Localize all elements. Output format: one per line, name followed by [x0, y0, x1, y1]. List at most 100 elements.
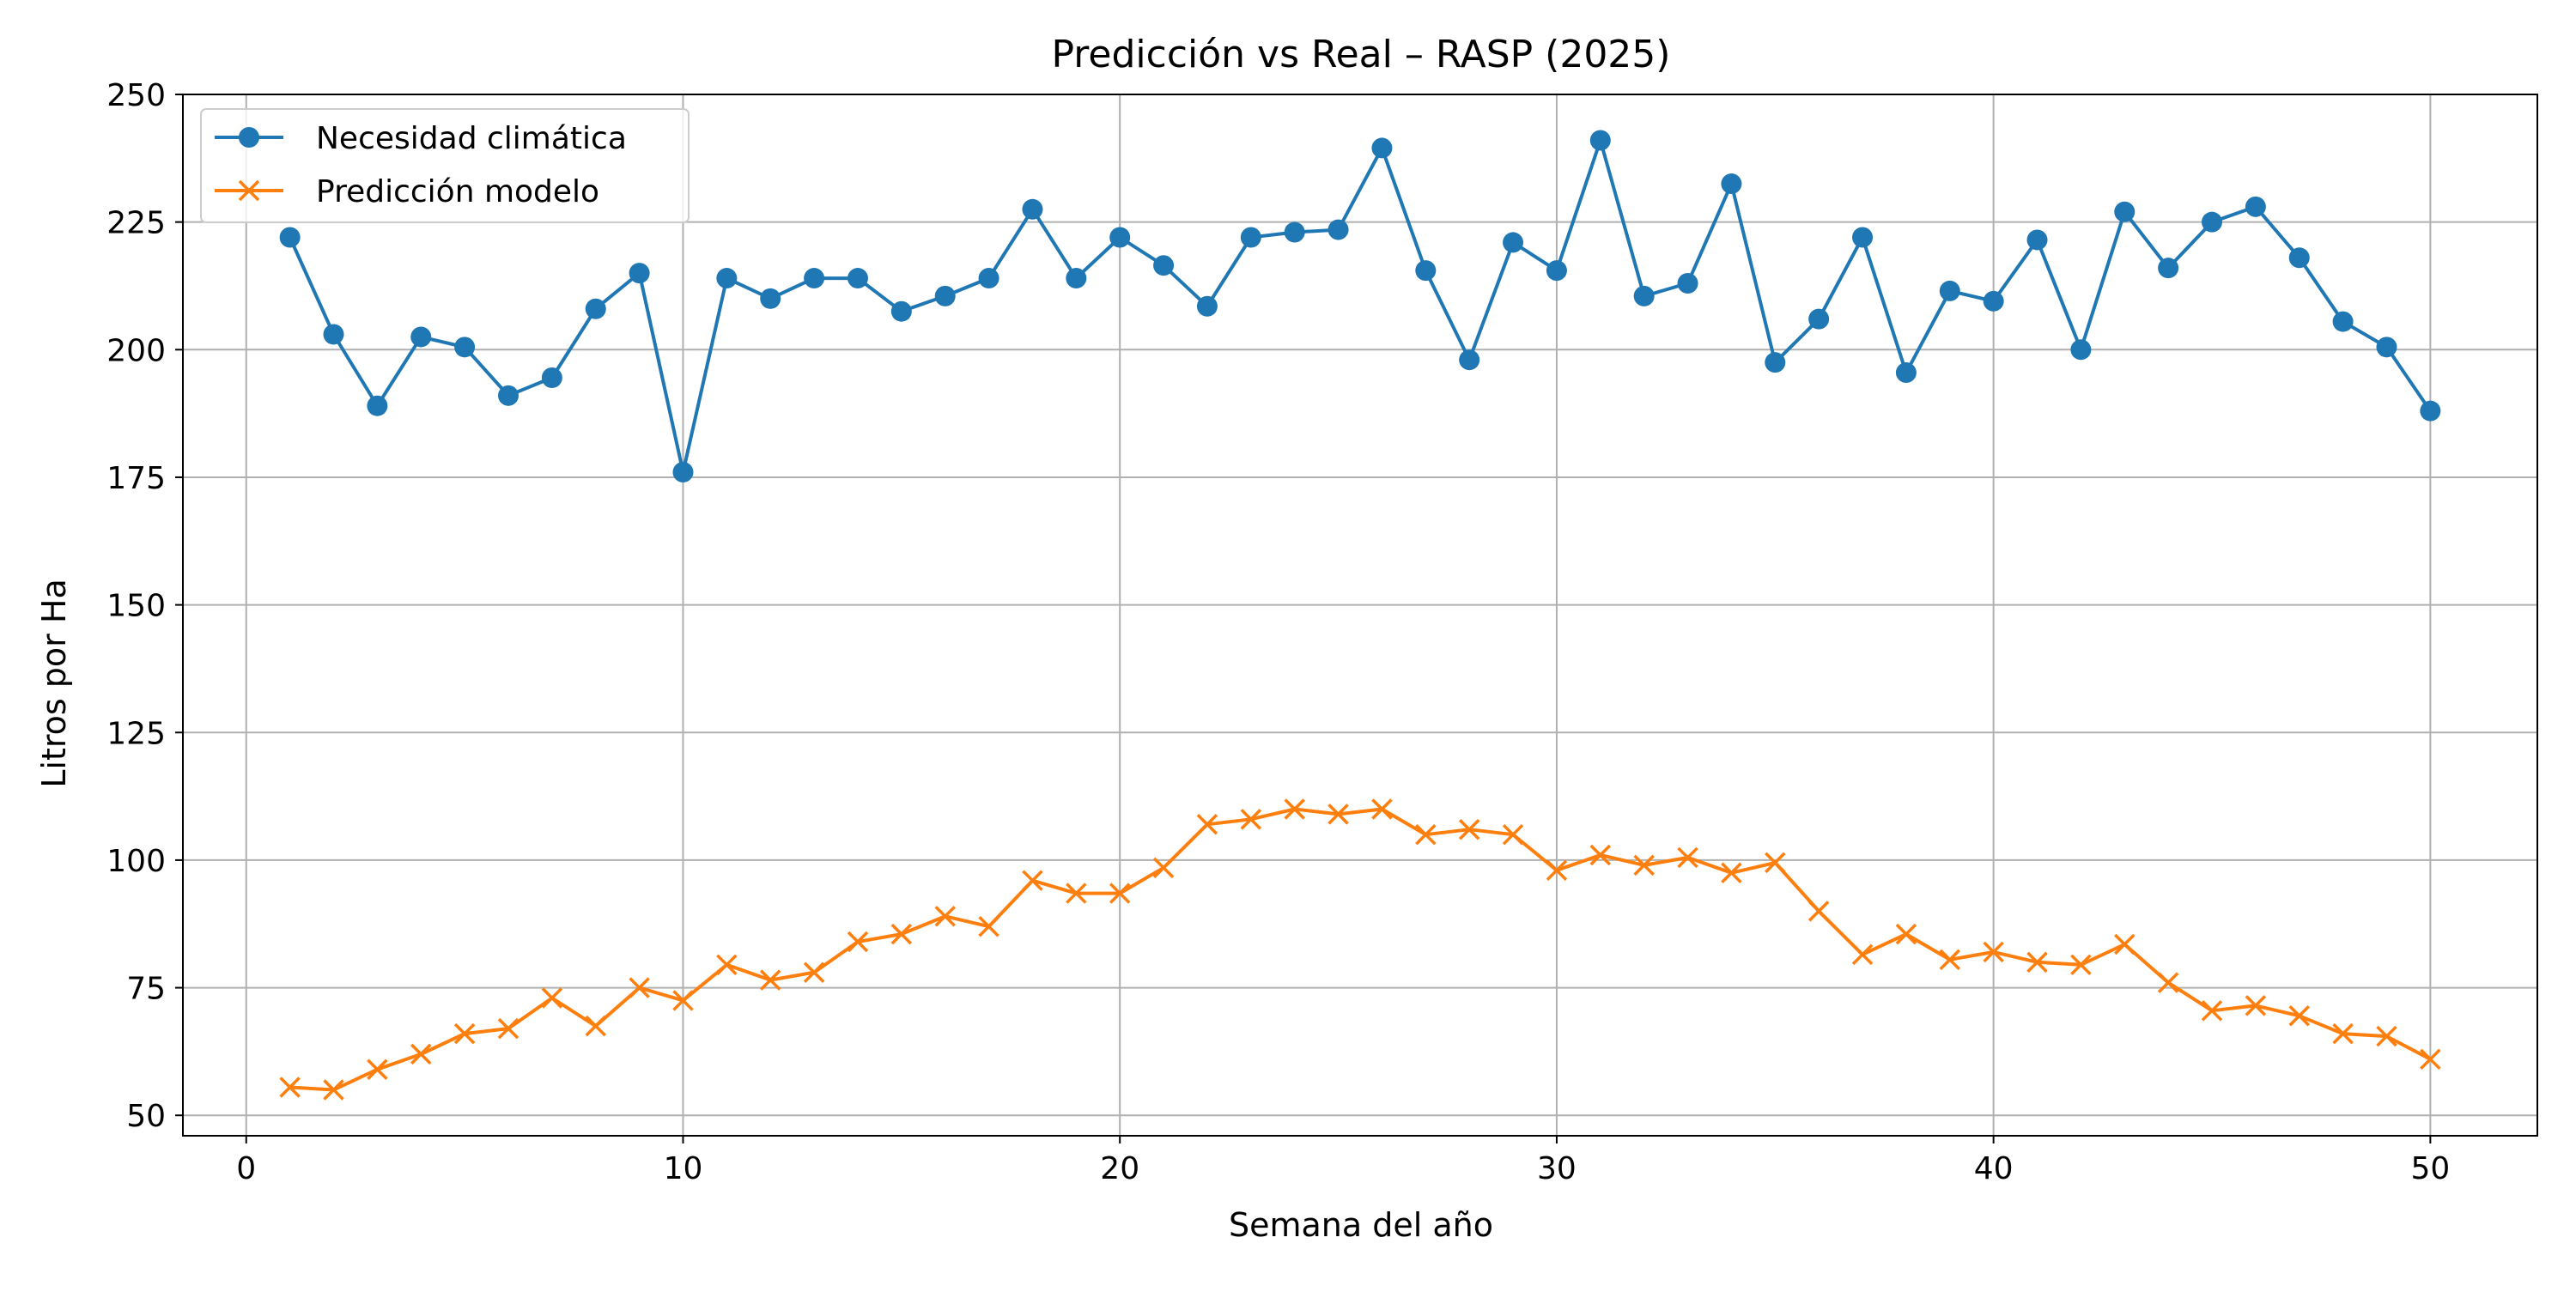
data-point — [367, 1058, 388, 1080]
data-point — [2376, 337, 2397, 358]
data-point — [978, 915, 999, 937]
data-point — [1983, 941, 2004, 963]
marker-stroke — [410, 1043, 432, 1065]
data-point — [497, 1017, 519, 1040]
marker-stroke — [541, 987, 563, 1009]
data-point — [1415, 260, 1437, 282]
legend: Necesidad climática Predicción modelo — [200, 108, 690, 223]
data-point — [541, 987, 563, 1009]
data-point — [2070, 954, 2092, 976]
marker-stroke — [934, 906, 956, 927]
legend-marker — [239, 127, 259, 148]
data-point — [1895, 362, 1917, 384]
data-point — [2332, 311, 2354, 332]
data-point — [1765, 352, 1786, 373]
data-point — [1546, 859, 1568, 882]
marker-stroke — [2157, 972, 2179, 993]
marker-stroke — [2420, 1048, 2441, 1071]
data-point — [1546, 260, 1567, 282]
x-tick-label: 10 — [664, 1151, 703, 1186]
data-point — [2202, 211, 2223, 233]
marker-stroke — [803, 961, 825, 983]
data-point — [1939, 280, 1960, 301]
data-point — [1109, 227, 1131, 248]
y-tick-label: 200 — [106, 333, 166, 368]
data-point — [978, 268, 999, 289]
data-point — [453, 1022, 476, 1045]
data-point — [1895, 923, 1917, 945]
y-tick-label: 150 — [106, 589, 166, 624]
marker-stroke — [1807, 901, 1830, 922]
data-point — [1502, 823, 1524, 846]
data-point — [716, 268, 738, 289]
marker-stroke — [279, 1077, 301, 1098]
y-axis-label: Litros por Ha — [35, 579, 73, 787]
data-point — [323, 324, 344, 345]
marker-stroke — [1066, 883, 1087, 904]
data-point — [804, 268, 825, 289]
data-point — [1589, 130, 1611, 151]
data-point — [1415, 823, 1437, 846]
marker-stroke — [367, 1058, 388, 1080]
series-group — [279, 130, 2441, 1101]
data-point — [1196, 814, 1218, 835]
marker-stroke — [1983, 941, 2004, 963]
data-point — [1721, 173, 1742, 195]
x-axis-label: Semana del año — [1229, 1206, 1493, 1244]
series-2 — [279, 798, 2441, 1101]
marker-stroke — [1109, 883, 1131, 904]
y-tick-label: 125 — [106, 716, 166, 751]
data-point — [760, 288, 781, 309]
data-point — [803, 961, 825, 983]
y-tick-label: 225 — [106, 206, 166, 241]
plot-frame — [182, 94, 2538, 1137]
data-point — [1503, 232, 1524, 253]
marker-stroke — [1022, 870, 1043, 891]
y-tick-label: 175 — [106, 461, 166, 496]
data-point — [1327, 804, 1349, 825]
data-point — [1808, 308, 1830, 330]
data-point — [1196, 295, 1218, 317]
marker-stroke — [238, 179, 260, 202]
marker-stroke — [1851, 943, 1874, 966]
series-line — [289, 807, 2432, 1092]
marker-stroke — [2332, 1022, 2354, 1045]
data-point — [1677, 273, 1698, 294]
data-point — [410, 326, 432, 348]
y-tick-label: 100 — [106, 844, 166, 879]
data-point — [1066, 268, 1087, 289]
data-point — [1240, 227, 1261, 248]
legend-item: Necesidad climática — [215, 121, 627, 156]
data-point — [2245, 995, 2267, 1016]
data-point — [279, 227, 301, 248]
data-point — [2288, 1005, 2310, 1027]
x-tick-label: 30 — [1537, 1151, 1577, 1186]
legend-marker — [238, 179, 260, 202]
data-point — [1152, 857, 1175, 879]
chart-title: Predicción vs Real – RASP (2025) — [1052, 33, 1671, 76]
marker-stroke — [1589, 844, 1612, 866]
data-point — [2376, 1025, 2397, 1047]
marker-stroke — [2201, 1000, 2223, 1022]
data-point — [890, 923, 913, 945]
series-line — [288, 138, 2433, 474]
marker-stroke — [716, 954, 738, 976]
data-point — [1327, 219, 1349, 240]
data-point — [1633, 854, 1655, 876]
marker-stroke — [1458, 818, 1480, 840]
data-point — [1459, 349, 1480, 371]
data-point — [2026, 951, 2048, 974]
marker-stroke — [1327, 804, 1349, 825]
marker-stroke — [847, 931, 869, 953]
data-point — [1284, 798, 1305, 820]
data-point — [1066, 883, 1087, 904]
data-point — [1371, 137, 1393, 159]
marker-stroke — [585, 1015, 606, 1037]
data-point — [1765, 852, 1786, 874]
marker-stroke — [1721, 862, 1742, 884]
data-point — [497, 385, 519, 406]
legend-label: Predicción modelo — [316, 174, 599, 209]
marker-stroke — [453, 1022, 476, 1045]
